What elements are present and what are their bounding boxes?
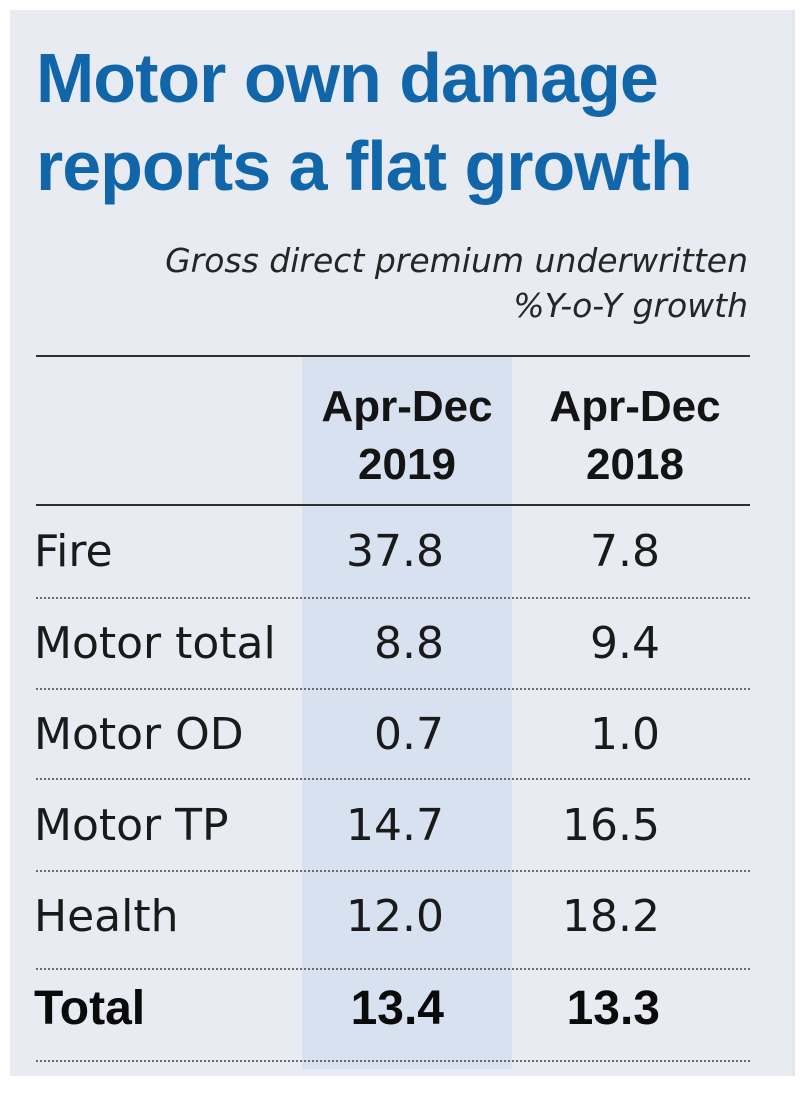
- value-2019: 12.0: [346, 891, 444, 942]
- chart-subtitle: Gross direct premium underwritten %Y-o-Y…: [48, 238, 748, 328]
- header-bottom-rule: [36, 504, 750, 506]
- value-2018: 7.8: [590, 526, 660, 577]
- table-row-motor-tp: Motor TP 14.7 16.5: [0, 781, 782, 871]
- table-bottom-rule: [36, 1060, 750, 1062]
- table-row-health: Health 12.0 18.2: [0, 872, 782, 962]
- row-label: Fire: [34, 526, 113, 577]
- table-top-rule: [36, 355, 750, 357]
- table-row-total: Total 13.4 13.3: [0, 964, 782, 1054]
- table-row-motor-total: Motor total 8.8 9.4: [0, 599, 782, 689]
- row-divider: [36, 688, 750, 690]
- value-2019: 8.8: [374, 618, 444, 669]
- value-2018: 13.3: [566, 982, 660, 1035]
- row-label: Motor TP: [34, 800, 229, 851]
- value-2019: 0.7: [374, 709, 444, 760]
- chart-title: Motor own damage reports a flat growth: [36, 39, 693, 205]
- subtitle-line-1: Gross direct premium underwritten: [165, 241, 748, 280]
- highlighted-column-2019: [302, 357, 512, 1069]
- column-header-2019-year: 2019: [358, 440, 456, 489]
- column-header-2018-period: Apr-Dec: [549, 382, 721, 431]
- column-header-2019-period: Apr-Dec: [321, 382, 493, 431]
- value-2018: 16.5: [562, 800, 660, 851]
- row-label: Motor total: [34, 618, 276, 669]
- value-2018: 9.4: [590, 618, 660, 669]
- value-2019: 13.4: [350, 982, 444, 1035]
- row-label: Total: [34, 982, 146, 1035]
- row-label: Health: [34, 891, 179, 942]
- value-2019: 14.7: [346, 800, 444, 851]
- row-divider: [36, 778, 750, 780]
- value-2018: 1.0: [590, 709, 660, 760]
- row-divider: [36, 597, 750, 599]
- column-header-2019: Apr-Dec 2019: [302, 378, 512, 494]
- column-header-2018-year: 2018: [586, 440, 684, 489]
- table-row-motor-od: Motor OD 0.7 1.0: [0, 690, 782, 780]
- subtitle-line-2: %Y-o-Y growth: [513, 286, 748, 325]
- table-row-fire: Fire 37.8 7.8: [0, 507, 782, 597]
- row-divider: [36, 968, 750, 970]
- row-divider: [36, 870, 750, 872]
- value-2018: 18.2: [562, 891, 660, 942]
- value-2019: 37.8: [346, 526, 444, 577]
- row-label: Motor OD: [34, 709, 244, 760]
- column-header-2018: Apr-Dec 2018: [530, 378, 740, 494]
